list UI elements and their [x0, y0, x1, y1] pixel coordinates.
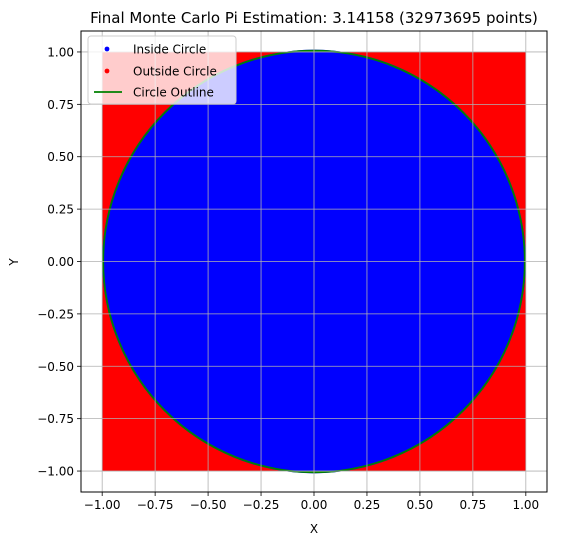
chart-title: Final Monte Carlo Pi Estimation: 3.14158… [90, 9, 538, 27]
x-tick-label-5: 0.25 [354, 498, 381, 512]
legend-label-outline: Circle Outline [133, 86, 214, 100]
y-tick-label-6: 0.50 [47, 150, 74, 164]
y-axis-label: Y [7, 258, 21, 267]
y-tick-label-3: −0.25 [37, 307, 74, 321]
x-tick-label-6: 0.50 [407, 498, 434, 512]
legend-label-outside: Outside Circle [133, 65, 217, 79]
legend-label-inside: Inside Circle [133, 43, 206, 57]
grid-lines [81, 31, 547, 492]
y-tick-label-8: 1.00 [47, 45, 74, 59]
plot-area [80, 30, 548, 493]
legend-marker-outside [104, 68, 110, 74]
x-tick-label-7: 0.75 [460, 498, 487, 512]
y-tick-label-0: −1.00 [37, 465, 74, 479]
y-axis-ticks: −1.00 −0.75 −0.50 −0.25 0.00 0.25 0.50 0.75 1.00 [37, 45, 81, 479]
legend: Inside Circle Outside Circle Circle Outl… [87, 35, 237, 105]
y-tick-label-7: 0.75 [47, 98, 74, 112]
y-tick-label-1: −0.75 [37, 412, 74, 426]
x-tick-label-0: −1.00 [84, 498, 121, 512]
x-tick-label-1: −0.75 [137, 498, 174, 512]
y-tick-label-5: 0.25 [47, 203, 74, 217]
x-tick-label-8: 1.00 [512, 498, 539, 512]
y-tick-label-2: −0.50 [37, 360, 74, 374]
legend-marker-inside [104, 46, 110, 52]
x-axis-ticks: −1.00 −0.75 −0.50 −0.25 0.00 0.25 0.50 0.75 1.00 [84, 492, 539, 512]
x-axis-label: X [310, 522, 318, 536]
x-tick-label-4: 0.00 [301, 498, 328, 512]
y-tick-label-4: 0.00 [47, 255, 74, 269]
x-tick-label-2: −0.50 [190, 498, 227, 512]
legend-box [87, 35, 237, 105]
x-tick-label-3: −0.25 [243, 498, 280, 512]
